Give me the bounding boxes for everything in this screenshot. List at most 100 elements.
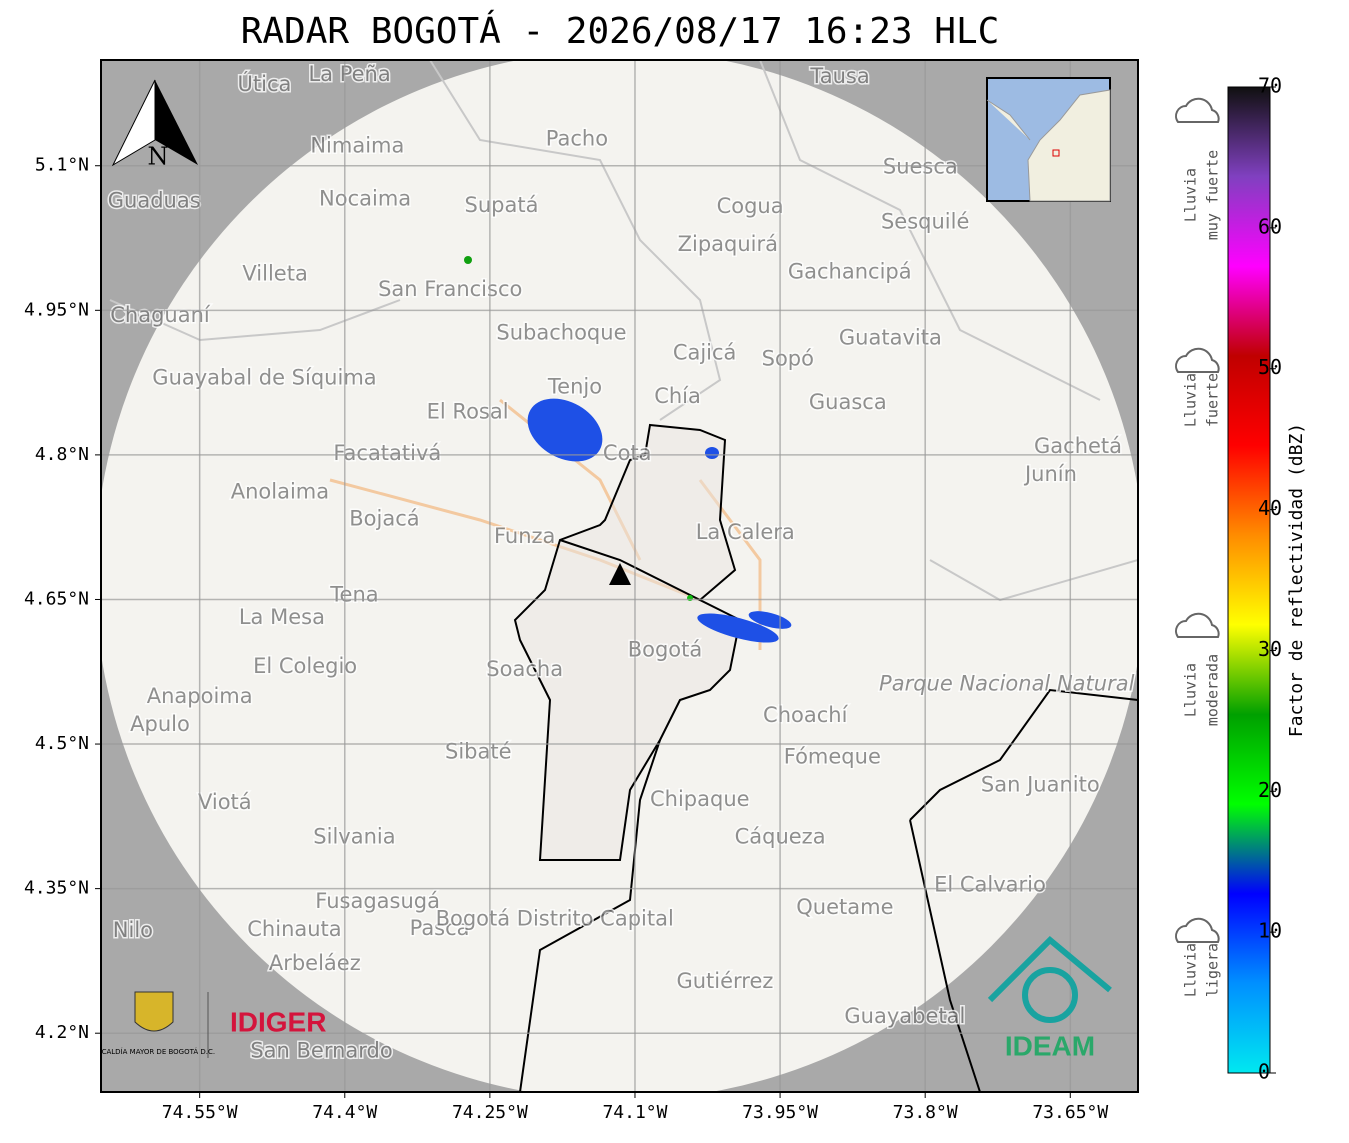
logo-alcaldia: ALCALDÍA MAYOR DE BOGOTÁ D.C.: [93, 991, 215, 1058]
legend-label: moderada: [1204, 654, 1222, 726]
logo-idiger: IDIGER: [230, 1006, 326, 1037]
place-label: Viotá: [198, 790, 252, 814]
place-label: Gachancipá: [788, 260, 912, 284]
compass-label: N: [148, 143, 169, 171]
colorbar-tick-label: 60: [1258, 214, 1282, 238]
place-label: San Bernardo: [250, 1039, 392, 1063]
compass: N: [111, 79, 198, 171]
map-frame: [100, 59, 1139, 1093]
place-label: Funza: [494, 524, 555, 548]
place-label: Guasca: [809, 390, 887, 414]
legend-label: Lluvia: [1182, 168, 1200, 222]
y-tick-label: 5.1°N: [35, 155, 89, 176]
y-tick-label: 4.35°N: [24, 878, 89, 899]
place-label: Sibaté: [445, 740, 512, 764]
place-label: El Colegio: [253, 654, 357, 678]
title: RADAR BOGOTÁ - 2026/08/17 16:23 HLC: [241, 10, 1000, 52]
colorbar-tick-label: 50: [1258, 355, 1282, 379]
place-label: Supatá: [465, 193, 539, 217]
place-label: Villeta: [242, 262, 307, 286]
legend-icon: [1175, 612, 1220, 638]
place-label: Pasca: [410, 916, 470, 940]
colorbar-tick-label: 20: [1258, 778, 1282, 802]
place-label: Choachí: [763, 703, 849, 727]
place-label: Apulo: [130, 712, 190, 736]
place-label: Tena: [329, 583, 378, 607]
colorbar-tick-label: 30: [1258, 637, 1282, 661]
y-tick-label: 4.8°N: [35, 444, 89, 465]
legend-label: muy fuerte: [1204, 150, 1222, 240]
place-label: Cota: [603, 441, 652, 465]
colorbar-tick-label: 70: [1258, 74, 1282, 98]
axes: 74.55°W 74.4°W 74.25°W 74.1°W 73.95°W 73.8°W 7…: [24, 155, 1108, 1123]
x-tick-label: 74.25°W: [452, 1102, 528, 1123]
place-label: Guayabal de Síquima: [152, 366, 376, 390]
x-tick-label: 73.65°W: [1032, 1102, 1108, 1123]
grid: [101, 60, 1138, 1092]
place-label: El Rosal: [427, 399, 509, 423]
place-label: Fómeque: [784, 745, 881, 769]
place-label: Facatativá: [333, 441, 441, 465]
place-label: Sopó: [762, 346, 814, 370]
place-label: Suesca: [883, 155, 958, 179]
logo-alcaldia-text: ALCALDÍA MAYOR DE BOGOTÁ D.C.: [93, 1047, 215, 1056]
place-label: Anolaima: [231, 479, 329, 503]
place-label: Soacha: [486, 657, 563, 681]
radar-echoes: [464, 256, 792, 643]
place-label: Nimaima: [310, 133, 404, 157]
place-label: Nilo: [113, 918, 153, 942]
place-label: Fusagasugá: [315, 889, 440, 913]
place-label: La Calera: [696, 520, 795, 544]
x-tick-label: 73.8°W: [893, 1102, 958, 1123]
place-label: La Peña: [308, 62, 390, 86]
x-tick-label: 73.95°W: [742, 1102, 818, 1123]
place-label: Gutiérrez: [676, 969, 773, 993]
place-label: Bogotá: [628, 638, 703, 662]
x-tick-label: 74.4°W: [312, 1102, 377, 1123]
place-label: Nocaima: [319, 186, 411, 210]
place-label: Parque Nacional Natural Chingaza: [879, 671, 1238, 695]
colorbar-tick-label: 0: [1258, 1060, 1270, 1084]
place-label: Tenjo: [547, 374, 602, 398]
colorbar-tick-label: 40: [1258, 496, 1282, 520]
place-label: Guaduas: [108, 188, 201, 212]
place-label: Chaguaní: [110, 303, 211, 327]
legend-label: Lluvia: [1182, 663, 1200, 717]
logo-ideam-mark: [987, 935, 1112, 1003]
legend-icon: [1175, 347, 1220, 373]
colorbar-label: Factor de reflectividad (dBZ): [1286, 423, 1307, 737]
y-tick-label: 4.5°N: [35, 733, 89, 754]
place-label: Zipaquirá: [678, 232, 778, 256]
x-tick-label: 74.55°W: [162, 1102, 238, 1123]
inset-map: [986, 77, 1111, 202]
place-label: Chía: [654, 384, 701, 408]
place-label: Tausa: [809, 64, 869, 88]
place-label: Bojacá: [349, 506, 419, 530]
place-label: La Mesa: [239, 605, 325, 629]
district-lines: [519, 539, 1138, 1092]
place-label: Chipaque: [650, 787, 750, 811]
place-label: El Calvario: [934, 873, 1046, 897]
place-label: Arbeláez: [269, 951, 361, 975]
place-label: Quetame: [796, 895, 893, 919]
place-label: Subachoque: [496, 320, 626, 344]
place-label: Chinauta: [247, 917, 341, 941]
legend-label: fuerte: [1204, 373, 1222, 427]
bogota-boundary: [513, 423, 742, 861]
place-label: Bogotá Distrito Capital: [436, 906, 674, 930]
colorbar-axis: 0 10 20 30 40 50 60 70: [1258, 74, 1282, 1084]
place-label: San Juanito: [981, 772, 1100, 796]
place-label: Guatavita: [839, 325, 942, 349]
legend-label: Lluvia: [1182, 373, 1200, 427]
legend-label: Lluvia: [1182, 943, 1200, 997]
place-label: San Francisco: [378, 277, 522, 301]
x-tick-label: 74.1°W: [602, 1102, 667, 1123]
place-label: Silvania: [313, 825, 395, 849]
colorbar: [1227, 86, 1271, 1074]
legend-icon: [1175, 917, 1220, 943]
place-label: Guayabetal: [844, 1004, 965, 1028]
y-tick-label: 4.65°N: [24, 588, 89, 609]
place-label: Cogua: [717, 194, 784, 218]
legend-label: ligera: [1204, 943, 1222, 997]
